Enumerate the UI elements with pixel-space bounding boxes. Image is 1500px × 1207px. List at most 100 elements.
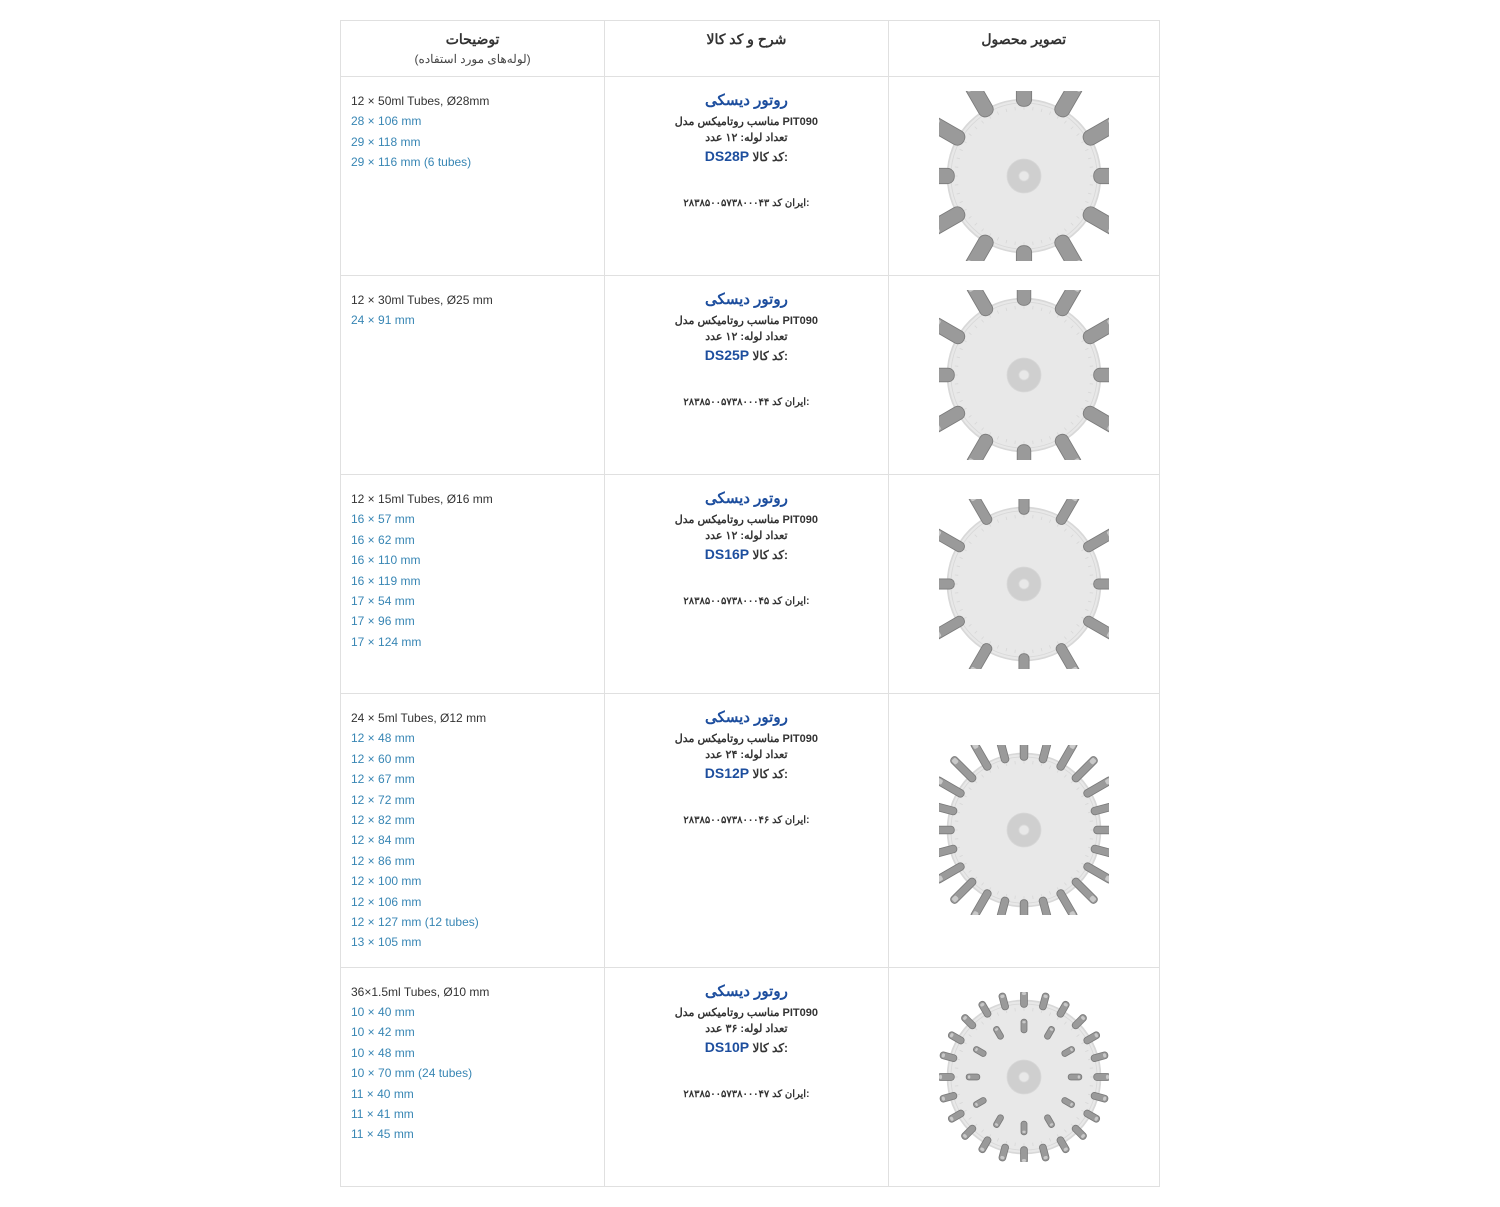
tube-size-link[interactable]: 11 × 41 mm [351,1104,594,1124]
code-label: کد کالا: [752,150,788,164]
tube-size-link[interactable]: 12 × 127 mm (12 tubes) [351,912,594,932]
product-title: روتور دیسکی [613,708,879,726]
iran-label: ایران کد: [772,1089,809,1100]
iran-label: ایران کد: [772,596,809,607]
tube-size-link[interactable]: 16 × 57 mm [351,509,594,529]
suit-line: مناسب روتامیکس مدل PIT090 [613,314,879,327]
notes-main: 12 × 15ml Tubes, Ø16 mm [351,489,594,509]
table-row: 36×1.5ml Tubes, Ø10 mm10 × 40 mm10 × 42 … [341,967,1160,1186]
code-label: کد کالا: [752,349,788,363]
tube-size-link[interactable]: 17 × 54 mm [351,591,594,611]
image-cell [888,694,1159,968]
code-label: کد کالا: [752,767,788,781]
product-title: روتور دیسکی [613,290,879,308]
tube-size-link[interactable]: 12 × 106 mm [351,892,594,912]
desc-cell: روتور دیسکی مناسب روتامیکس مدل PIT090 تعدا… [605,276,888,475]
code-line: DS12P کد کالا: [613,765,879,781]
header-desc: شرح و کد کالا [605,21,888,77]
tube-size-link[interactable]: 16 × 119 mm [351,571,594,591]
desc-cell: روتور دیسکی مناسب روتامیکس مدل PIT090 تعدا… [605,967,888,1186]
iran-code: ۲۸۳۸۵۰۰۵۷۳۸۰۰۰۴۴ [683,397,769,408]
product-title: روتور دیسکی [613,982,879,1000]
tube-size-link[interactable]: 12 × 60 mm [351,749,594,769]
tube-size-link[interactable]: 12 × 82 mm [351,810,594,830]
tube-size-link[interactable]: 10 × 48 mm [351,1043,594,1063]
iran-label: ایران کد: [772,198,809,209]
tube-size-link[interactable]: 28 × 106 mm [351,111,594,131]
header-notes: توضیحات (لوله‌های مورد استفاده) [341,21,605,77]
tube-size-link[interactable]: 29 × 118 mm [351,132,594,152]
product-code: DS10P [705,1039,749,1055]
product-title: روتور دیسکی [613,489,879,507]
tube-count-line: تعداد لوله: ۱۲ عدد [613,330,879,343]
rotor-icon [939,992,1109,1162]
product-code: DS28P [705,148,749,164]
product-code: DS25P [705,347,749,363]
notes-main: 24 × 5ml Tubes, Ø12 mm [351,708,594,728]
tube-size-link[interactable]: 11 × 45 mm [351,1124,594,1144]
table-row: 24 × 5ml Tubes, Ø12 mm12 × 48 mm12 × 60 … [341,694,1160,968]
code-label: کد کالا: [752,548,788,562]
iran-code: ۲۸۳۸۵۰۰۵۷۳۸۰۰۰۴۷ [683,1089,769,1100]
rotor-icon [939,499,1109,669]
header-image: تصویر محصول [888,21,1159,77]
iran-code-line: ۲۸۳۸۵۰۰۵۷۳۸۰۰۰۴۳ ایران کد: [613,198,879,209]
suit-line: مناسب روتامیکس مدل PIT090 [613,513,879,526]
table-row: 12 × 15ml Tubes, Ø16 mm16 × 57 mm16 × 62… [341,475,1160,694]
tube-size-link[interactable]: 11 × 40 mm [351,1084,594,1104]
tube-size-link[interactable]: 12 × 86 mm [351,851,594,871]
tube-size-link[interactable]: 10 × 42 mm [351,1022,594,1042]
tube-size-link[interactable]: 10 × 40 mm [351,1002,594,1022]
tube-count-line: تعداد لوله: ۱۲ عدد [613,131,879,144]
table-row: 12 × 50ml Tubes, Ø28mm28 × 106 mm29 × 11… [341,77,1160,276]
suit-line: مناسب روتامیکس مدل PIT090 [613,732,879,745]
tube-size-link[interactable]: 24 × 91 mm [351,310,594,330]
image-cell [888,276,1159,475]
tube-size-link[interactable]: 16 × 110 mm [351,550,594,570]
rotor-icon [939,91,1109,261]
notes-main: 36×1.5ml Tubes, Ø10 mm [351,982,594,1002]
code-label: کد کالا: [752,1041,788,1055]
image-cell [888,77,1159,276]
code-line: DS10P کد کالا: [613,1039,879,1055]
code-line: DS16P کد کالا: [613,546,879,562]
table-row: 12 × 30ml Tubes, Ø25 mm24 × 91 mmروتور د… [341,276,1160,475]
notes-cell: 12 × 30ml Tubes, Ø25 mm24 × 91 mm [341,276,605,475]
iran-code: ۲۸۳۸۵۰۰۵۷۳۸۰۰۰۴۶ [683,815,769,826]
iran-label: ایران کد: [772,397,809,408]
image-cell [888,475,1159,694]
notes-cell: 24 × 5ml Tubes, Ø12 mm12 × 48 mm12 × 60 … [341,694,605,968]
iran-code-line: ۲۸۳۸۵۰۰۵۷۳۸۰۰۰۴۵ ایران کد: [613,596,879,607]
tube-size-link[interactable]: 12 × 72 mm [351,790,594,810]
iran-code: ۲۸۳۸۵۰۰۵۷۳۸۰۰۰۴۵ [683,596,769,607]
tube-count-line: تعداد لوله: ۲۴ عدد [613,748,879,761]
tube-size-link[interactable]: 29 × 116 mm (6 tubes) [351,152,594,172]
iran-code-line: ۲۸۳۸۵۰۰۵۷۳۸۰۰۰۴۶ ایران کد: [613,815,879,826]
image-cell [888,967,1159,1186]
tube-size-link[interactable]: 12 × 100 mm [351,871,594,891]
desc-cell: روتور دیسکی مناسب روتامیکس مدل PIT090 تعدا… [605,694,888,968]
iran-code: ۲۸۳۸۵۰۰۵۷۳۸۰۰۰۴۳ [683,198,769,209]
product-title: روتور دیسکی [613,91,879,109]
product-code: DS12P [705,765,749,781]
tube-size-link[interactable]: 10 × 70 mm (24 tubes) [351,1063,594,1083]
desc-cell: روتور دیسکی مناسب روتامیکس مدل PIT090 تعدا… [605,77,888,276]
product-code: DS16P [705,546,749,562]
rotor-icon [939,290,1109,460]
code-line: DS28P کد کالا: [613,148,879,164]
header-notes-main: توضیحات [446,31,500,47]
tube-size-link[interactable]: 17 × 124 mm [351,632,594,652]
tube-size-link[interactable]: 12 × 48 mm [351,728,594,748]
code-line: DS25P کد کالا: [613,347,879,363]
tube-size-link[interactable]: 12 × 84 mm [351,830,594,850]
tube-size-link[interactable]: 12 × 67 mm [351,769,594,789]
suit-line: مناسب روتامیکس مدل PIT090 [613,1006,879,1019]
tube-size-link[interactable]: 16 × 62 mm [351,530,594,550]
tube-count-line: تعداد لوله: ۳۶ عدد [613,1022,879,1035]
tube-count-line: تعداد لوله: ۱۲ عدد [613,529,879,542]
tube-size-link[interactable]: 17 × 96 mm [351,611,594,631]
notes-cell: 36×1.5ml Tubes, Ø10 mm10 × 40 mm10 × 42 … [341,967,605,1186]
suit-line: مناسب روتامیکس مدل PIT090 [613,115,879,128]
notes-main: 12 × 30ml Tubes, Ø25 mm [351,290,594,310]
tube-size-link[interactable]: 13 × 105 mm [351,932,594,952]
